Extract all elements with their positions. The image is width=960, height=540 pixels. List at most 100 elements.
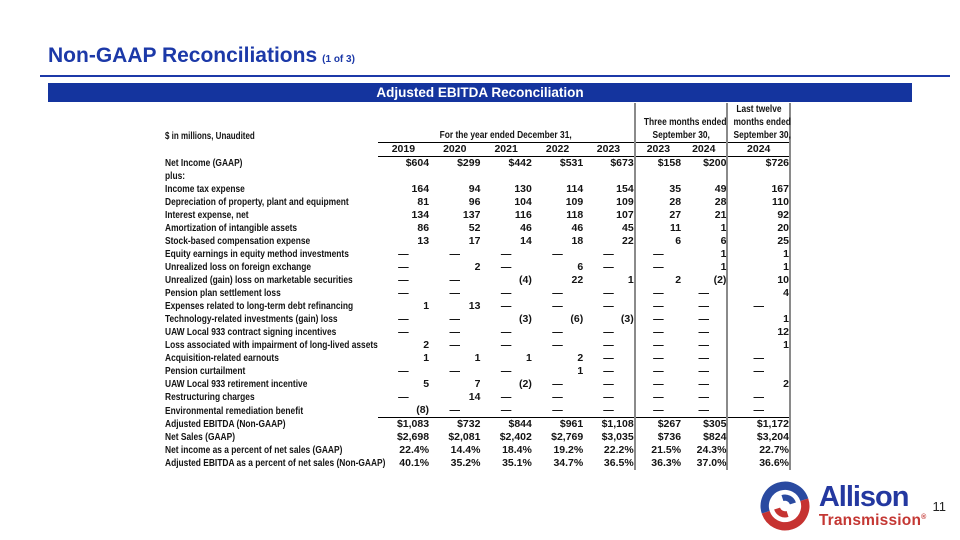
cell-value: — <box>633 404 682 418</box>
cell-value: — <box>398 313 409 325</box>
cell-value: $442 <box>508 157 532 169</box>
cell-value: 6 <box>720 235 727 247</box>
cell-value: 34.7% <box>553 457 584 469</box>
cell-value: 109 <box>616 196 634 208</box>
cell-value: (3) <box>519 313 532 325</box>
cell-value: 154 <box>616 183 634 195</box>
table-row: Technology-related investments (gain) lo… <box>165 313 791 326</box>
cell-value: — <box>603 404 614 416</box>
row-label: Adjusted EBITDA as a percent of net sale… <box>165 457 386 469</box>
cell-value: — <box>633 365 682 378</box>
cell-value: 5 <box>423 378 430 390</box>
table-row: Net income as a percent of net sales (GA… <box>165 444 791 457</box>
cell-value: 12 <box>726 326 791 339</box>
row-label: Restructuring charges <box>165 391 255 403</box>
cell-value: 24.3% <box>696 444 727 456</box>
cell-value: $732 <box>429 417 481 431</box>
units-label: $ in millions, Unaudited <box>165 130 255 142</box>
cell-value: 21 <box>714 209 727 221</box>
table-row: Adjusted EBITDA (Non-GAAP) $1,083 $732 $844… <box>165 417 791 431</box>
year-group-header: For the year ended December 31, <box>377 129 635 143</box>
cell-value: 2 <box>633 274 682 287</box>
cell-value: — <box>633 339 682 352</box>
cell-value: — <box>449 326 461 338</box>
table-row: Interest expense, net 134 137 116 118 107 27 21… <box>165 209 791 222</box>
cell-value: — <box>603 352 614 364</box>
cell-value: 18.4% <box>502 444 532 456</box>
row-label: Unrealized (gain) loss on marketable sec… <box>165 274 353 286</box>
table-row: UAW Local 933 retirement incentive 5 7 (2) —… <box>165 378 791 391</box>
cell-value: 2 <box>577 352 584 364</box>
cell-value: — <box>698 365 709 377</box>
cell-value: 1 <box>726 248 791 261</box>
year-col-header: 2021 <box>480 142 532 157</box>
spacer-cell <box>633 103 728 116</box>
cell-value: $158 <box>633 156 682 170</box>
cell-value: $844 <box>480 417 532 431</box>
table-row: Expenses related to long-term debt refin… <box>165 300 791 313</box>
cell-value: — <box>552 391 563 403</box>
cell-value: — <box>449 339 461 351</box>
row-label: Interest expense, net <box>165 209 249 221</box>
cell-value: — <box>398 365 409 377</box>
cell-value: — <box>398 274 409 286</box>
cell-value <box>429 170 480 183</box>
cell-value: — <box>698 339 709 351</box>
cell-value: 19.2% <box>553 444 584 456</box>
cell-value: 36.5% <box>603 457 634 469</box>
cell-value: 6 <box>633 235 682 248</box>
cell-value: 92 <box>726 209 791 222</box>
logo-swirl-icon <box>760 481 810 531</box>
cell-value: 22.7% <box>726 444 791 457</box>
cell-value: — <box>726 365 791 378</box>
year-col-header: 2022 <box>531 142 584 157</box>
cell-value: 4 <box>726 287 791 300</box>
row-label: Technology-related investments (gain) lo… <box>165 313 338 325</box>
cell-value: 107 <box>616 209 634 221</box>
cell-value: $673 <box>610 157 634 169</box>
spacer-cell <box>165 143 378 157</box>
cell-value: — <box>552 300 563 312</box>
cell-value: — <box>552 248 563 260</box>
cell-value: 94 <box>468 183 481 195</box>
row-label: Acquisition-related earnouts <box>165 352 279 364</box>
cell-value: 1 <box>726 339 791 352</box>
cell-value: — <box>698 287 709 299</box>
cell-value: — <box>500 404 512 416</box>
cell-value: — <box>500 261 512 273</box>
cell-value <box>583 170 634 183</box>
table-row: Depreciation of property, plant and equi… <box>165 196 791 209</box>
cell-value: (6) <box>570 313 584 325</box>
cell-value: 18 <box>571 235 584 247</box>
header-row-1: Last twelve <box>165 103 791 116</box>
cell-value <box>378 170 429 183</box>
cell-value: (4) <box>519 274 532 286</box>
cell-value: — <box>633 378 682 391</box>
cell-value: — <box>500 391 512 403</box>
cell-value: $299 <box>457 157 481 169</box>
cell-value: 14 <box>520 235 532 247</box>
cell-value: $3,035 <box>601 431 634 443</box>
cell-value: 137 <box>462 209 481 221</box>
table-row: UAW Local 933 contract signing incentive… <box>165 326 791 339</box>
cell-value: 22.4% <box>399 444 430 456</box>
cell-value: — <box>603 391 614 403</box>
cell-value: — <box>633 313 682 326</box>
quarter-col-header: 2023 <box>633 142 682 157</box>
cell-value: — <box>698 300 709 312</box>
cell-value: 104 <box>514 196 532 208</box>
cell-value: — <box>633 300 682 313</box>
table-row: plus: <box>165 170 791 183</box>
cell-value: — <box>698 352 709 364</box>
cell-value: 2 <box>474 261 481 273</box>
cell-value: 13 <box>417 235 430 247</box>
table-row: Amortization of intangible assets 86 52 46 4… <box>165 222 791 235</box>
cell-value: — <box>449 248 461 260</box>
logo-allison-text: Allison <box>818 481 910 514</box>
cell-value: — <box>500 339 512 351</box>
cell-value: $736 <box>633 431 682 444</box>
page-title-text: Non-GAAP Reconciliations <box>48 44 318 67</box>
cell-value: — <box>500 365 512 377</box>
cell-value: (3) <box>620 313 634 325</box>
